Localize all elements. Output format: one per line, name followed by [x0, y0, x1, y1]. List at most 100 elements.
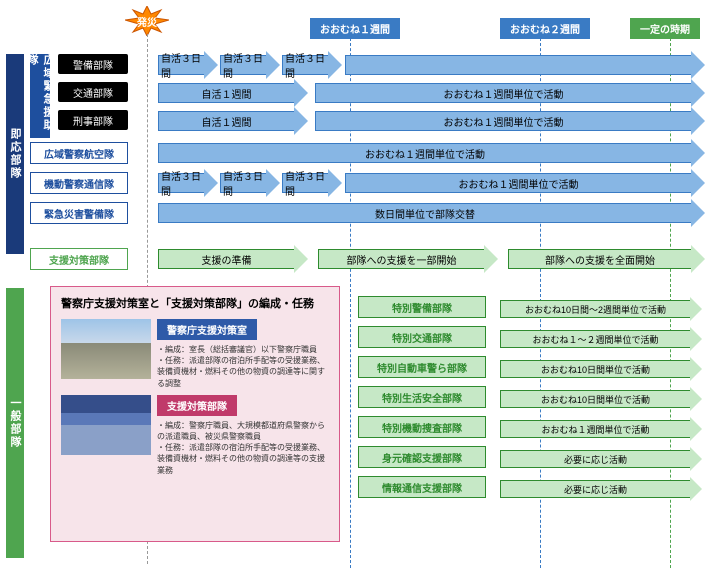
arrow-head [484, 245, 498, 273]
activity-label: おおむね10日間～2週間単位で活動 [500, 300, 690, 318]
arrow-label: 支援の準備 [158, 249, 294, 269]
arrow-head [691, 107, 705, 135]
unit-box: 支援対策部隊 [30, 248, 128, 270]
arrow-head [690, 417, 702, 441]
arrow-head [691, 169, 705, 197]
arrow-label: 自活３日間 [282, 173, 328, 193]
arrow-head [294, 107, 308, 135]
pink-tag2: 支援対策部隊 [157, 395, 237, 416]
activity-label: 必要に応じ活動 [500, 480, 690, 498]
unit-box: 機動警察通信隊 [30, 172, 128, 194]
cat-ippan: 一般部隊 [6, 288, 24, 558]
timeline-arrow: 自活３日間 [158, 51, 218, 79]
timeline-arrow: 自活３日間 [158, 169, 218, 197]
arrow-head [266, 51, 280, 79]
arrow-head [690, 357, 702, 381]
special-unit-box: 特別機動捜査部隊 [358, 416, 486, 438]
timeline-marker: 一定の時期 [630, 18, 700, 39]
disaster-burst: 発災 [125, 6, 169, 36]
burst-label: 発災 [125, 14, 169, 29]
arrow-head [691, 139, 705, 167]
arrow-head [691, 245, 705, 273]
arrow-head [266, 169, 280, 197]
timeline-marker: おおむね２週間 [500, 18, 590, 39]
timeline-arrow: おおむね１週間単位で活動 [315, 107, 705, 135]
arrow-label: 自活３日間 [282, 55, 328, 75]
arrow-label [345, 55, 691, 75]
arrow-head [690, 387, 702, 411]
arrow-head [328, 169, 342, 197]
pink-tag1: 警察庁支援対策室 [157, 319, 257, 340]
timeline-arrow: 部隊への支援を一部開始 [318, 245, 498, 273]
arrow-head [691, 51, 705, 79]
arrow-label: 自活３日間 [220, 55, 266, 75]
arrow-label: おおむね１週間単位で活動 [315, 83, 691, 103]
timeline-diagram: { "colors":{ "navy":"#1a3a7a","section_b… [0, 0, 710, 571]
unit-chip: 警備部隊 [58, 54, 128, 74]
arrow-label: 自活３日間 [220, 173, 266, 193]
timeline-arrow: 支援の準備 [158, 245, 308, 273]
activity-arrow: おおむね10日間単位で活動 [500, 357, 702, 381]
special-unit-box: 情報通信支援部隊 [358, 476, 486, 498]
arrow-label: 自活１週間 [158, 111, 294, 131]
arrow-label: 数日間単位で部隊交替 [158, 203, 691, 223]
cat-sokuo: 即応部隊 [6, 54, 24, 254]
timeline-arrow: 自活３日間 [220, 51, 280, 79]
arrow-head [690, 447, 702, 471]
pink-info-box: 警察庁支援対策室と「支援対策部隊」の編成・任務 警察庁支援対策室 ・編成：室長（… [50, 286, 340, 542]
arrow-label: 自活３日間 [158, 55, 204, 75]
timeline-arrow: 自活３日間 [220, 169, 280, 197]
unit-box: 緊急災害警備隊 [30, 202, 128, 224]
timeline-arrow: 自活３日間 [282, 51, 342, 79]
timeline-arrow: 自活１週間 [158, 79, 308, 107]
timeline-arrow: おおむね１週間単位で活動 [345, 169, 705, 197]
activity-arrow: 必要に応じ活動 [500, 477, 702, 501]
unit-chip: 交通部隊 [58, 82, 128, 102]
activity-label: おおむね10日間単位で活動 [500, 360, 690, 378]
arrow-head [294, 79, 308, 107]
activity-label: おおむね１～２週間単位で活動 [500, 330, 690, 348]
unit-box: 広域警察航空隊 [30, 142, 128, 164]
activity-arrow: おおむね１～２週間単位で活動 [500, 327, 702, 351]
special-unit-box: 身元確認支援部隊 [358, 446, 486, 468]
photo-building [61, 319, 151, 379]
arrow-label: おおむね１週間単位で活動 [345, 173, 691, 193]
unit-chip: 刑事部隊 [58, 110, 128, 130]
pink-title: 警察庁支援対策室と「支援対策部隊」の編成・任務 [61, 295, 329, 311]
arrow-head [691, 79, 705, 107]
arrow-head [691, 199, 705, 227]
pink-desc2: ・編成：警察庁職員、大規模都道府県警察からの派遣職員、被災県警察職員・任務：派遣… [157, 420, 329, 476]
special-unit-box: 特別自動車警ら部隊 [358, 356, 486, 378]
activity-label: おおむね10日間単位で活動 [500, 390, 690, 408]
activity-arrow: おおむね10日間単位で活動 [500, 387, 702, 411]
activity-arrow: おおむね１週間単位で活動 [500, 417, 702, 441]
arrow-label: 部隊への支援を一部開始 [318, 249, 484, 269]
timeline-arrow: おおむね１週間単位で活動 [158, 139, 705, 167]
pink-desc1: ・編成：室長（総括審議官）以下警察庁職員・任務：派遣部隊の宿泊所手配等の受援業務… [157, 344, 329, 389]
arrow-head [328, 51, 342, 79]
arrow-label: おおむね１週間単位で活動 [315, 111, 691, 131]
timeline-arrow: 自活１週間 [158, 107, 308, 135]
arrow-label: 部隊への支援を全面開始 [508, 249, 691, 269]
timeline-arrow [345, 51, 705, 79]
arrow-head [690, 477, 702, 501]
special-unit-box: 特別交通部隊 [358, 326, 486, 348]
arrow-head [204, 169, 218, 197]
arrow-label: 自活３日間 [158, 173, 204, 193]
special-unit-box: 特別警備部隊 [358, 296, 486, 318]
photo-people [61, 395, 151, 455]
activity-arrow: 必要に応じ活動 [500, 447, 702, 471]
timeline-arrow: 自活３日間 [282, 169, 342, 197]
arrow-head [690, 327, 702, 351]
arrow-head [690, 297, 702, 321]
timeline-marker: おおむね１週間 [310, 18, 400, 39]
activity-label: おおむね１週間単位で活動 [500, 420, 690, 438]
arrow-label: おおむね１週間単位で活動 [158, 143, 691, 163]
timeline-arrow: 数日間単位で部隊交替 [158, 199, 705, 227]
activity-label: 必要に応じ活動 [500, 450, 690, 468]
timeline-arrow: おおむね１週間単位で活動 [315, 79, 705, 107]
cat-kouiki: 広域緊急援助隊 [30, 54, 50, 138]
timeline-arrow: 部隊への支援を全面開始 [508, 245, 705, 273]
special-unit-box: 特別生活安全部隊 [358, 386, 486, 408]
activity-arrow: おおむね10日間～2週間単位で活動 [500, 297, 702, 321]
